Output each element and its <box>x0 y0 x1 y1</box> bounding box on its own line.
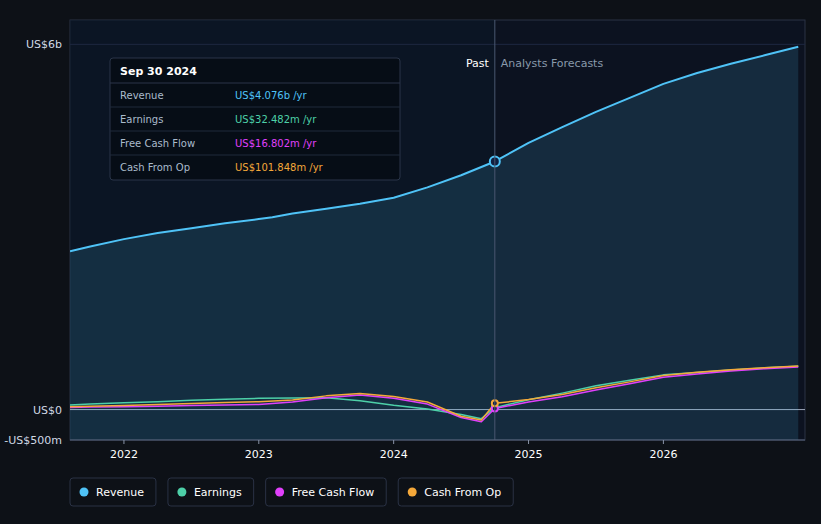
grid-line <box>70 44 805 45</box>
legend-swatch <box>80 488 89 497</box>
legend-box <box>266 478 387 506</box>
tooltip-row-label: Cash From Op <box>120 162 190 173</box>
series-line <box>70 47 798 252</box>
legend-label: Free Cash Flow <box>292 486 375 499</box>
series-line <box>70 367 798 422</box>
x-axis <box>70 440 805 441</box>
legend-label: Earnings <box>194 486 242 499</box>
tooltip-separator <box>110 83 400 84</box>
legend: Revenue Earnings Free Cash Flow Cash From O… <box>70 478 513 506</box>
legend-item: Revenue <box>70 478 156 506</box>
tooltip-row-label: Earnings <box>120 114 163 125</box>
x-tick-label: 2023 <box>245 448 273 461</box>
tooltip: Sep 30 2024 Revenue US$4.076b /yr Earnings U… <box>110 58 400 180</box>
tooltip-row-separator <box>110 155 400 156</box>
legend-swatch <box>275 488 284 497</box>
x-tick-label: 2026 <box>649 448 677 461</box>
tooltip-row-value: US$101.848m /yr <box>235 162 324 173</box>
series-line <box>70 366 798 420</box>
legend-item: Cash From Op <box>398 478 513 506</box>
tooltip-row-label: Free Cash Flow <box>120 138 195 149</box>
x-tick <box>528 440 529 444</box>
x-tick <box>123 440 124 444</box>
annotation-label: Analysts Forecasts <box>501 57 604 70</box>
tooltip-row-value: US$4.076b /yr <box>235 90 307 101</box>
x-tick-label: 2024 <box>380 448 408 461</box>
annotation-label: Past <box>466 57 490 70</box>
tooltip-row-separator <box>110 131 400 132</box>
tooltip-row-separator <box>110 107 400 108</box>
y-tick-label: US$6b <box>26 38 62 51</box>
background <box>0 0 821 524</box>
y-tick-label: US$0 <box>33 404 62 417</box>
divider <box>494 20 495 440</box>
legend-item: Free Cash Flow <box>266 478 387 506</box>
tooltip-row-value: US$32.482m /yr <box>235 114 317 125</box>
legend-box <box>398 478 513 506</box>
x-tick-label: 2025 <box>515 448 543 461</box>
tooltip-row-label: Revenue <box>120 90 164 101</box>
legend-box <box>70 478 156 506</box>
x-tick <box>258 440 259 444</box>
legend-label: Cash From Op <box>424 486 501 499</box>
legend-swatch <box>177 488 186 497</box>
plot-marks <box>70 47 798 440</box>
tooltip-row-value: US$16.802m /yr <box>235 138 317 149</box>
revenue-area <box>70 47 798 440</box>
legend-swatch <box>408 488 417 497</box>
tooltip-title: Sep 30 2024 <box>120 65 197 78</box>
y-tick-label: -US$500m <box>4 434 62 447</box>
legend-label: Revenue <box>96 486 144 499</box>
legend-item: Earnings <box>168 478 254 506</box>
tooltip-box <box>110 58 400 180</box>
x-tick <box>663 440 664 444</box>
legend-box <box>168 478 254 506</box>
grid-line <box>70 440 805 441</box>
plot-frame <box>70 20 805 440</box>
x-tick <box>393 440 394 444</box>
chart: -US$500m US$0 US$6b Past Analysts Forecasts 2… <box>0 0 821 524</box>
x-tick-label: 2022 <box>110 448 138 461</box>
